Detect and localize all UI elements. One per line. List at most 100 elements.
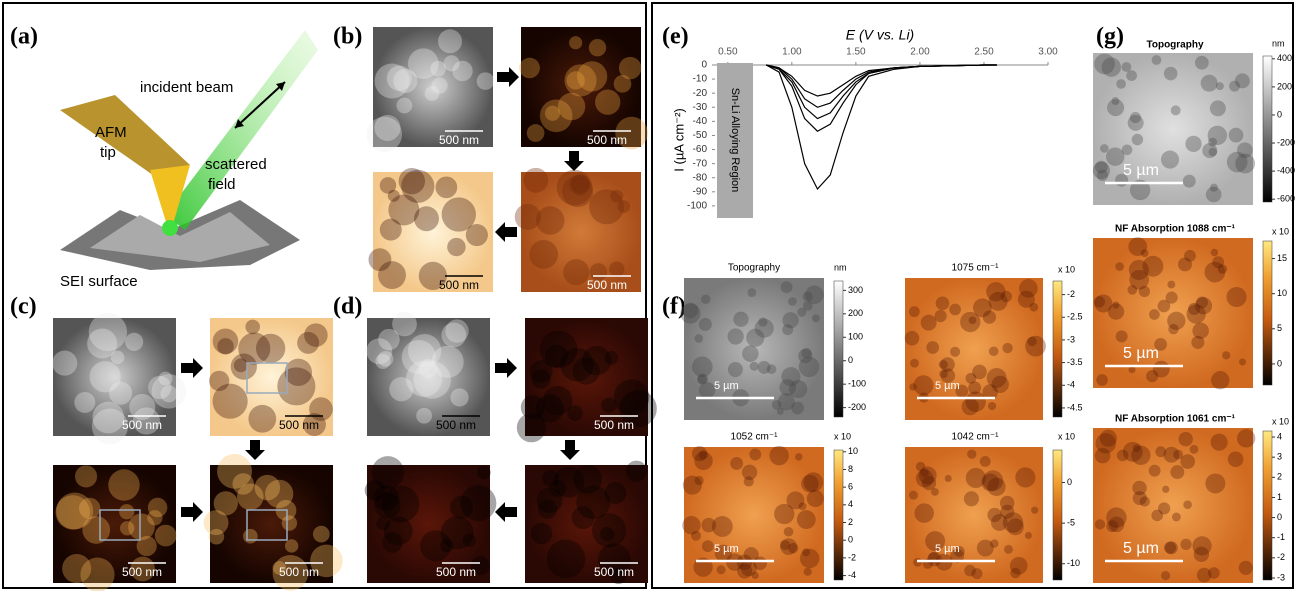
texture: [450, 388, 468, 406]
texture: [1171, 105, 1181, 115]
texture: [1208, 138, 1217, 147]
texture: [694, 452, 712, 470]
texture: [769, 446, 788, 465]
texture: [1004, 545, 1013, 554]
texture: [914, 375, 934, 395]
x-tick-label: 3.00: [1038, 47, 1058, 58]
texture: [1127, 285, 1137, 295]
y-tick-label: -60: [693, 144, 708, 155]
texture: [614, 379, 650, 415]
panel-label: (b): [333, 24, 362, 50]
texture: [1102, 58, 1121, 77]
texture: [966, 468, 986, 488]
colorbar-tick-label: -100: [848, 379, 866, 389]
texture: [438, 29, 462, 53]
texture: [436, 176, 458, 198]
texture: [109, 382, 132, 405]
texture: [977, 540, 994, 557]
texture: [547, 540, 586, 579]
texture: [609, 261, 624, 276]
scale-label: 500 nm: [436, 565, 476, 579]
micrograph: [515, 168, 641, 292]
texture: [540, 331, 578, 369]
colorbar-tick-label: 0: [1067, 477, 1072, 487]
x-tick-label: 1.00: [782, 47, 802, 58]
y-tick-label: -10: [693, 74, 708, 85]
texture: [967, 449, 976, 458]
texture: [1116, 330, 1128, 342]
texture: [702, 518, 717, 533]
texture: [1096, 374, 1108, 386]
scale-label: 5 µm: [714, 380, 739, 392]
texture: [949, 304, 961, 316]
map-title: 1052 cm⁻¹: [731, 432, 779, 443]
texture: [945, 475, 952, 482]
texture: [1164, 447, 1180, 463]
texture: [1141, 249, 1149, 257]
texture: [983, 310, 996, 323]
texture: [477, 72, 495, 90]
texture: [784, 527, 794, 537]
texture: [934, 310, 946, 322]
micrograph: [517, 318, 657, 442]
colorbar-tick-label: -200: [1277, 137, 1295, 147]
y-axis-title: I (µA cm⁻²): [671, 108, 686, 171]
texture: [1002, 343, 1012, 353]
texture: [1108, 303, 1124, 319]
texture: [515, 204, 541, 230]
texture: [477, 466, 491, 480]
x-tick-label: 2.00: [910, 47, 930, 58]
x-tick-label: 1.50: [846, 47, 866, 58]
map-title: 1075 cm⁻¹: [952, 263, 1000, 274]
panel-label: (a): [10, 24, 38, 50]
scale-label: 500 nm: [587, 133, 627, 147]
texture: [1205, 473, 1225, 493]
texture: [155, 525, 177, 547]
texture: [445, 319, 468, 342]
texture: [728, 328, 744, 344]
figure: (a)(b)(c)(d)(e)(f)(g)incident beamAFMtip…: [0, 0, 1296, 591]
texture: [758, 317, 767, 326]
texture: [1095, 519, 1105, 529]
texture: [964, 491, 979, 506]
texture: [1133, 444, 1141, 452]
texture: [209, 371, 229, 391]
texture: [52, 351, 77, 376]
texture: [1164, 542, 1176, 554]
region-label: Sn-Li Alloying Region: [729, 88, 741, 193]
colorbar-tick-label: 3: [1277, 452, 1282, 462]
colorbar: [1263, 56, 1272, 202]
texture: [74, 392, 95, 413]
map-title: Topography: [728, 263, 780, 274]
texture: [1106, 147, 1124, 165]
texture: [452, 61, 472, 81]
colorbar-tick-label: -2: [1277, 552, 1285, 562]
colorbar-tick-label: -10: [1067, 558, 1080, 568]
colorbar-tick-label: 0: [848, 535, 853, 545]
colorbar-tick-label: -2: [848, 552, 856, 562]
texture: [1179, 432, 1193, 446]
texture: [382, 532, 403, 553]
illustration-label: field: [208, 176, 236, 193]
texture: [1235, 73, 1250, 88]
texture: [1158, 502, 1170, 514]
texture: [1096, 433, 1116, 453]
texture: [569, 36, 582, 49]
texture: [950, 347, 960, 357]
scale-label: 500 nm: [594, 418, 634, 432]
texture: [1184, 250, 1196, 262]
colorbar: [1263, 241, 1272, 385]
texture: [529, 240, 558, 269]
colorbar-unit: x 10: [1058, 264, 1075, 274]
texture: [1015, 467, 1035, 487]
scale-label: 500 nm: [122, 565, 162, 579]
texture: [389, 377, 413, 401]
y-tick-label: -80: [693, 172, 708, 183]
scale-label: 500 nm: [279, 418, 319, 432]
texture: [517, 413, 546, 442]
texture: [742, 465, 757, 480]
colorbar: [1053, 450, 1062, 580]
texture: [392, 312, 417, 337]
texture: [909, 306, 920, 317]
texture: [1166, 292, 1178, 304]
